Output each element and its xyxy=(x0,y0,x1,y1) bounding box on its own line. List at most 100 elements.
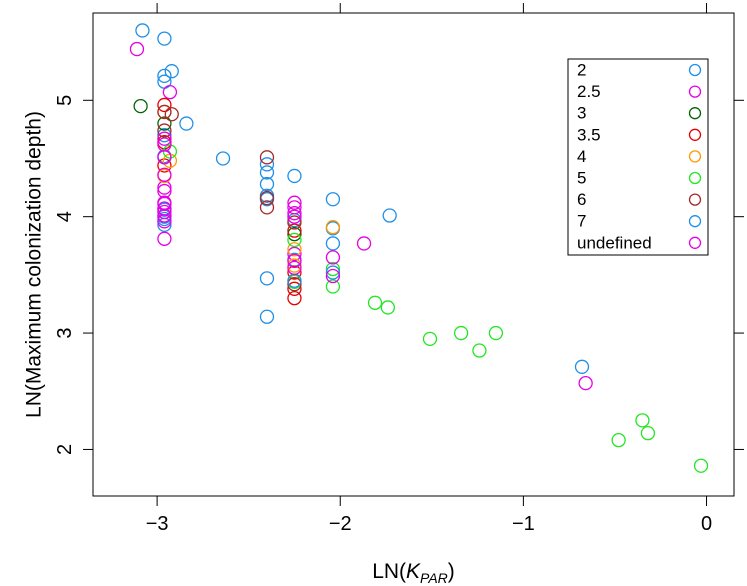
data-point-series-5 xyxy=(611,432,626,448)
x-axis-label-suffix: ) xyxy=(448,560,455,583)
data-point-series-7 xyxy=(325,265,341,280)
data-point-series-3.5 xyxy=(287,223,302,238)
legend: 2 2.5 3 3.5 4 5 6 7 undefined xyxy=(567,58,709,256)
data-point-series-3.5 xyxy=(287,265,302,280)
data-point-series-6 xyxy=(157,123,172,138)
legend-marker xyxy=(688,150,702,163)
x-tick-label: 0 xyxy=(701,513,712,535)
data-point-series-undefined xyxy=(157,167,172,182)
data-point-series-undefined xyxy=(356,236,372,251)
x-tick-label: −2 xyxy=(329,513,352,535)
y-tick-label: 4 xyxy=(54,211,76,222)
legend-marker xyxy=(688,85,702,98)
x-axis-label-prefix: LN( xyxy=(372,560,406,583)
data-point-series-5 xyxy=(635,413,650,428)
data-point-series-2 xyxy=(325,192,341,207)
data-point-series-2 xyxy=(287,168,302,184)
y-axis-label: LN(Maximum colonization depth) xyxy=(23,111,46,418)
plot-frame xyxy=(92,12,735,497)
data-point-series-undefined xyxy=(157,150,172,165)
data-point-series-undefined xyxy=(157,131,172,146)
data-point-series-5 xyxy=(325,261,341,277)
data-point-series-undefined xyxy=(287,200,302,215)
data-point-series-5 xyxy=(693,458,709,473)
data-point-series-4 xyxy=(287,242,302,257)
x-axis-label: LN(KPAR) xyxy=(372,560,455,586)
x-tick-label: −1 xyxy=(512,513,535,535)
data-point-series-2 xyxy=(164,64,179,79)
data-point-series-2 xyxy=(259,176,275,192)
data-point-series-2 xyxy=(259,309,275,324)
legend-label: 6 xyxy=(577,190,586,209)
data-point-series-undefined xyxy=(287,260,302,276)
data-point-series-3 xyxy=(133,98,148,114)
legend-label: 4 xyxy=(577,147,586,166)
data-point-series-5 xyxy=(640,426,656,441)
data-point-series-undefined xyxy=(325,268,341,284)
data-point-series-undefined xyxy=(287,206,302,221)
legend-label: 2.5 xyxy=(577,82,601,101)
x-tick-label: −3 xyxy=(146,513,169,535)
data-point-series-2.5 xyxy=(287,195,302,210)
data-point-series-2 xyxy=(157,68,172,83)
legend-marker xyxy=(688,171,702,185)
data-point-series-7 xyxy=(287,273,302,288)
data-point-series-2 xyxy=(259,271,275,286)
data-point-series-undefined xyxy=(287,209,302,224)
data-point-series-5 xyxy=(453,325,469,341)
data-point-series-3.5 xyxy=(157,158,172,173)
data-point-series-2 xyxy=(574,359,590,374)
x-axis-label-subscript: PAR xyxy=(420,570,448,586)
data-point-series-6 xyxy=(259,190,275,206)
data-point-series-6 xyxy=(164,107,179,122)
data-point-series-6 xyxy=(157,104,172,120)
legend-box xyxy=(567,58,709,256)
legend-label: 7 xyxy=(577,212,586,231)
data-point-series-3.5 xyxy=(287,290,302,306)
data-point-series-2 xyxy=(157,31,172,46)
legend-marker xyxy=(688,128,702,141)
data-point-series-6 xyxy=(259,200,275,215)
data-point-series-6 xyxy=(287,215,302,230)
data-point-series-6 xyxy=(287,277,302,292)
data-point-series-undefined xyxy=(157,214,172,229)
data-point-series-2.5 xyxy=(162,84,178,100)
legend-marker xyxy=(688,215,702,228)
data-point-series-2 xyxy=(325,236,341,251)
data-point-series-5 xyxy=(380,300,396,315)
legend-marker xyxy=(688,193,702,206)
data-point-series-4 xyxy=(325,219,341,235)
data-point-series-5 xyxy=(472,343,487,358)
data-point-series-2 xyxy=(157,128,172,143)
data-point-series-2.5 xyxy=(287,246,302,262)
y-tick-label: 3 xyxy=(54,327,76,338)
legend-marker xyxy=(688,107,702,120)
data-point-series-5 xyxy=(325,279,341,294)
data-point-series-2 xyxy=(179,116,194,131)
y-tick-label: 2 xyxy=(54,444,76,455)
data-point-series-3.5 xyxy=(157,97,172,113)
data-point-series-2 xyxy=(259,192,275,207)
axes: −3 −2 −1 0 2 3 4 5 xyxy=(54,3,744,535)
data-point-series-2 xyxy=(382,208,397,223)
data-point-series-undefined xyxy=(287,253,302,269)
data-point-series-2 xyxy=(215,151,231,166)
data-points xyxy=(129,23,709,473)
y-tick-label: 5 xyxy=(54,95,76,106)
data-point-series-5 xyxy=(287,232,302,248)
data-point-series-undefined xyxy=(157,208,172,223)
data-point-series-6 xyxy=(259,150,275,165)
legend-label: undefined xyxy=(577,233,652,252)
data-point-series-3 xyxy=(287,226,302,242)
data-point-series-2 xyxy=(259,157,275,172)
data-point-series-5 xyxy=(488,325,504,341)
legend-label: 3 xyxy=(577,104,586,123)
legend-marker xyxy=(688,236,702,249)
legend-label: 2 xyxy=(577,61,586,80)
data-point-series-3 xyxy=(157,116,172,131)
x-axis-label-symbol: K xyxy=(406,560,421,583)
data-point-series-5 xyxy=(367,295,383,310)
data-point-series-2 xyxy=(135,23,150,38)
data-point-series-undefined xyxy=(157,231,172,246)
